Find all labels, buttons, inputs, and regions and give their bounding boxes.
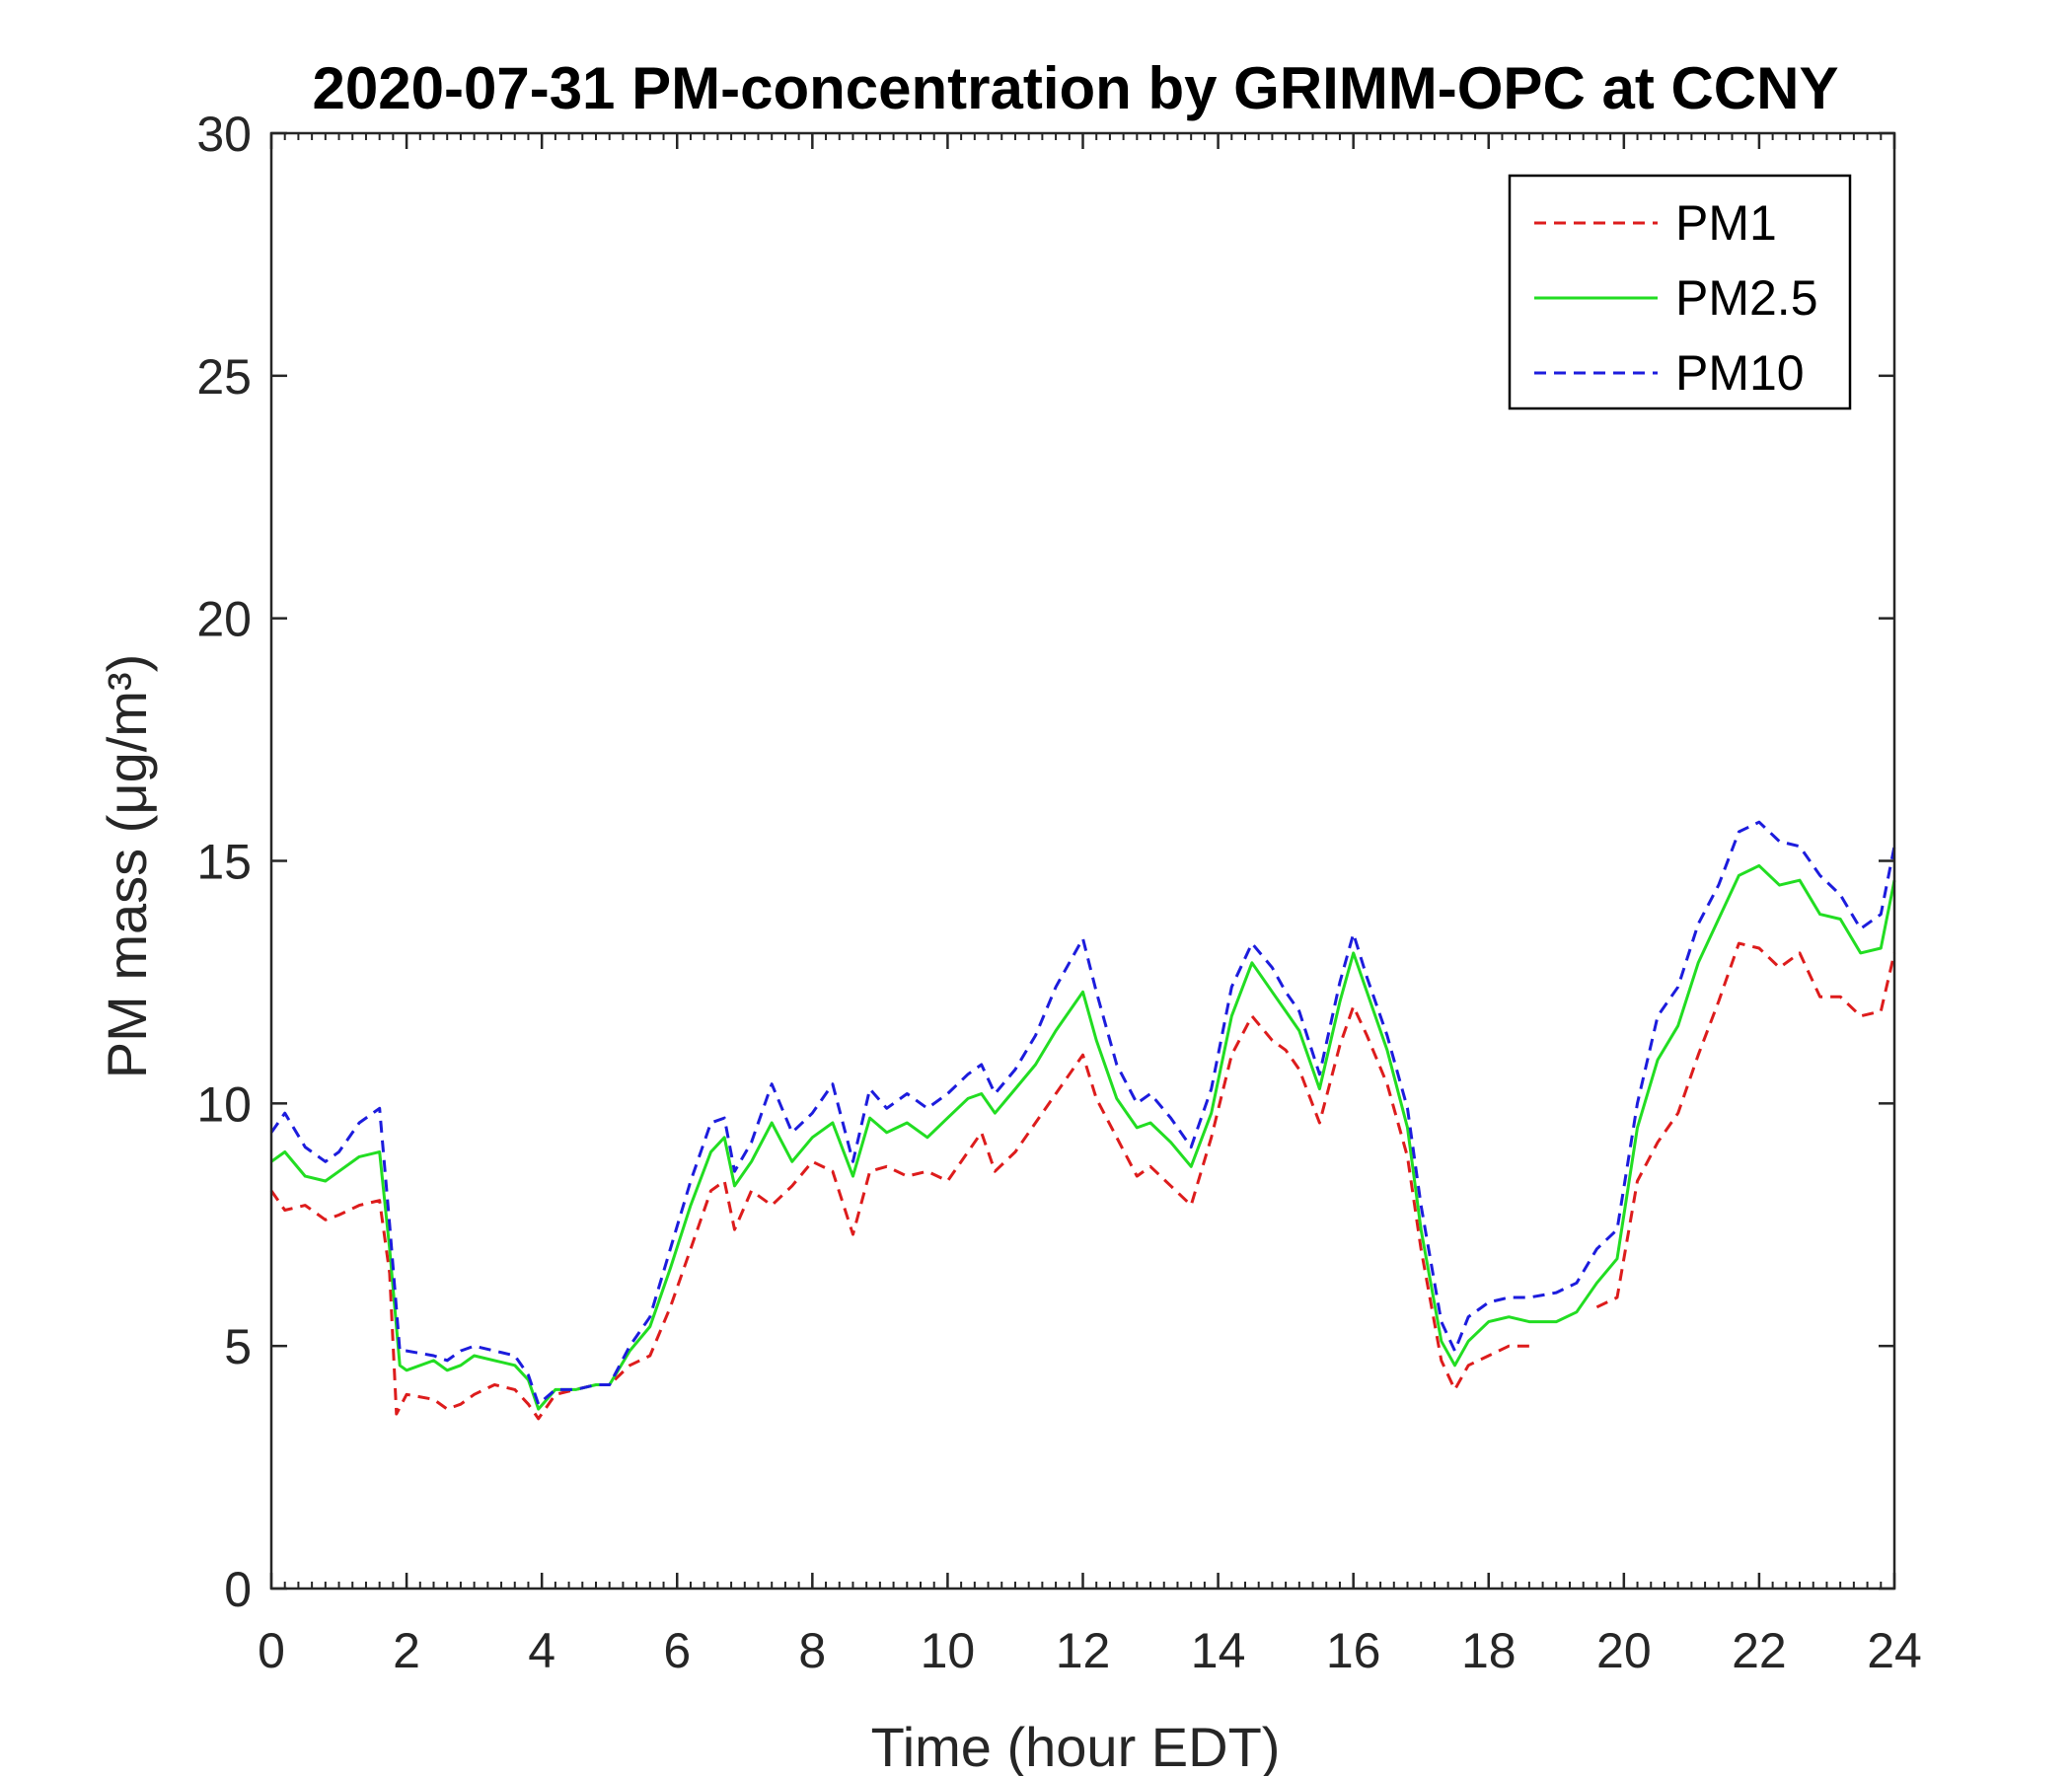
x-tick-label: 24 (1867, 1623, 1922, 1678)
legend-label: PM10 (1675, 345, 1805, 401)
y-axis-label: PM mass (μg/m³) (96, 654, 158, 1078)
y-tick-label: 0 (224, 1562, 252, 1617)
x-tick-label: 10 (921, 1623, 976, 1678)
x-tick-label: 6 (663, 1623, 691, 1678)
x-tick-label: 2 (393, 1623, 420, 1678)
x-tick-label: 0 (258, 1623, 285, 1678)
x-tick-label: 22 (1732, 1623, 1787, 1678)
chart-title: 2020-07-31 PM-concentration by GRIMM-OPC… (313, 55, 1839, 121)
y-tick-label: 10 (196, 1076, 252, 1132)
x-tick-label: 8 (798, 1623, 826, 1678)
legend-box (1508, 174, 1852, 410)
series-line-pm10 (269, 820, 1896, 1406)
legend: PM1 PM2.5 PM10 (1508, 174, 1852, 410)
y-tick-label: 5 (224, 1319, 252, 1374)
x-tick-label: 12 (1056, 1623, 1111, 1678)
x-tick-label: 16 (1326, 1623, 1381, 1678)
x-axis-label: Time (hour EDT) (871, 1716, 1281, 1776)
y-tick-label: 25 (196, 349, 252, 405)
y-tick-label: 20 (196, 592, 252, 647)
x-tick-label: 18 (1461, 1623, 1517, 1678)
series-line-pm2-5 (270, 863, 1896, 1411)
x-tick-label: 4 (528, 1623, 555, 1678)
series-line-pm1 (269, 941, 1896, 1421)
legend-label: PM2.5 (1675, 270, 1818, 326)
x-tick-label: 20 (1596, 1623, 1652, 1678)
y-tick-label: 15 (196, 835, 252, 890)
x-tick-label: 14 (1191, 1623, 1246, 1678)
y-tick-label: 30 (196, 107, 252, 162)
legend-label: PM1 (1675, 195, 1777, 251)
